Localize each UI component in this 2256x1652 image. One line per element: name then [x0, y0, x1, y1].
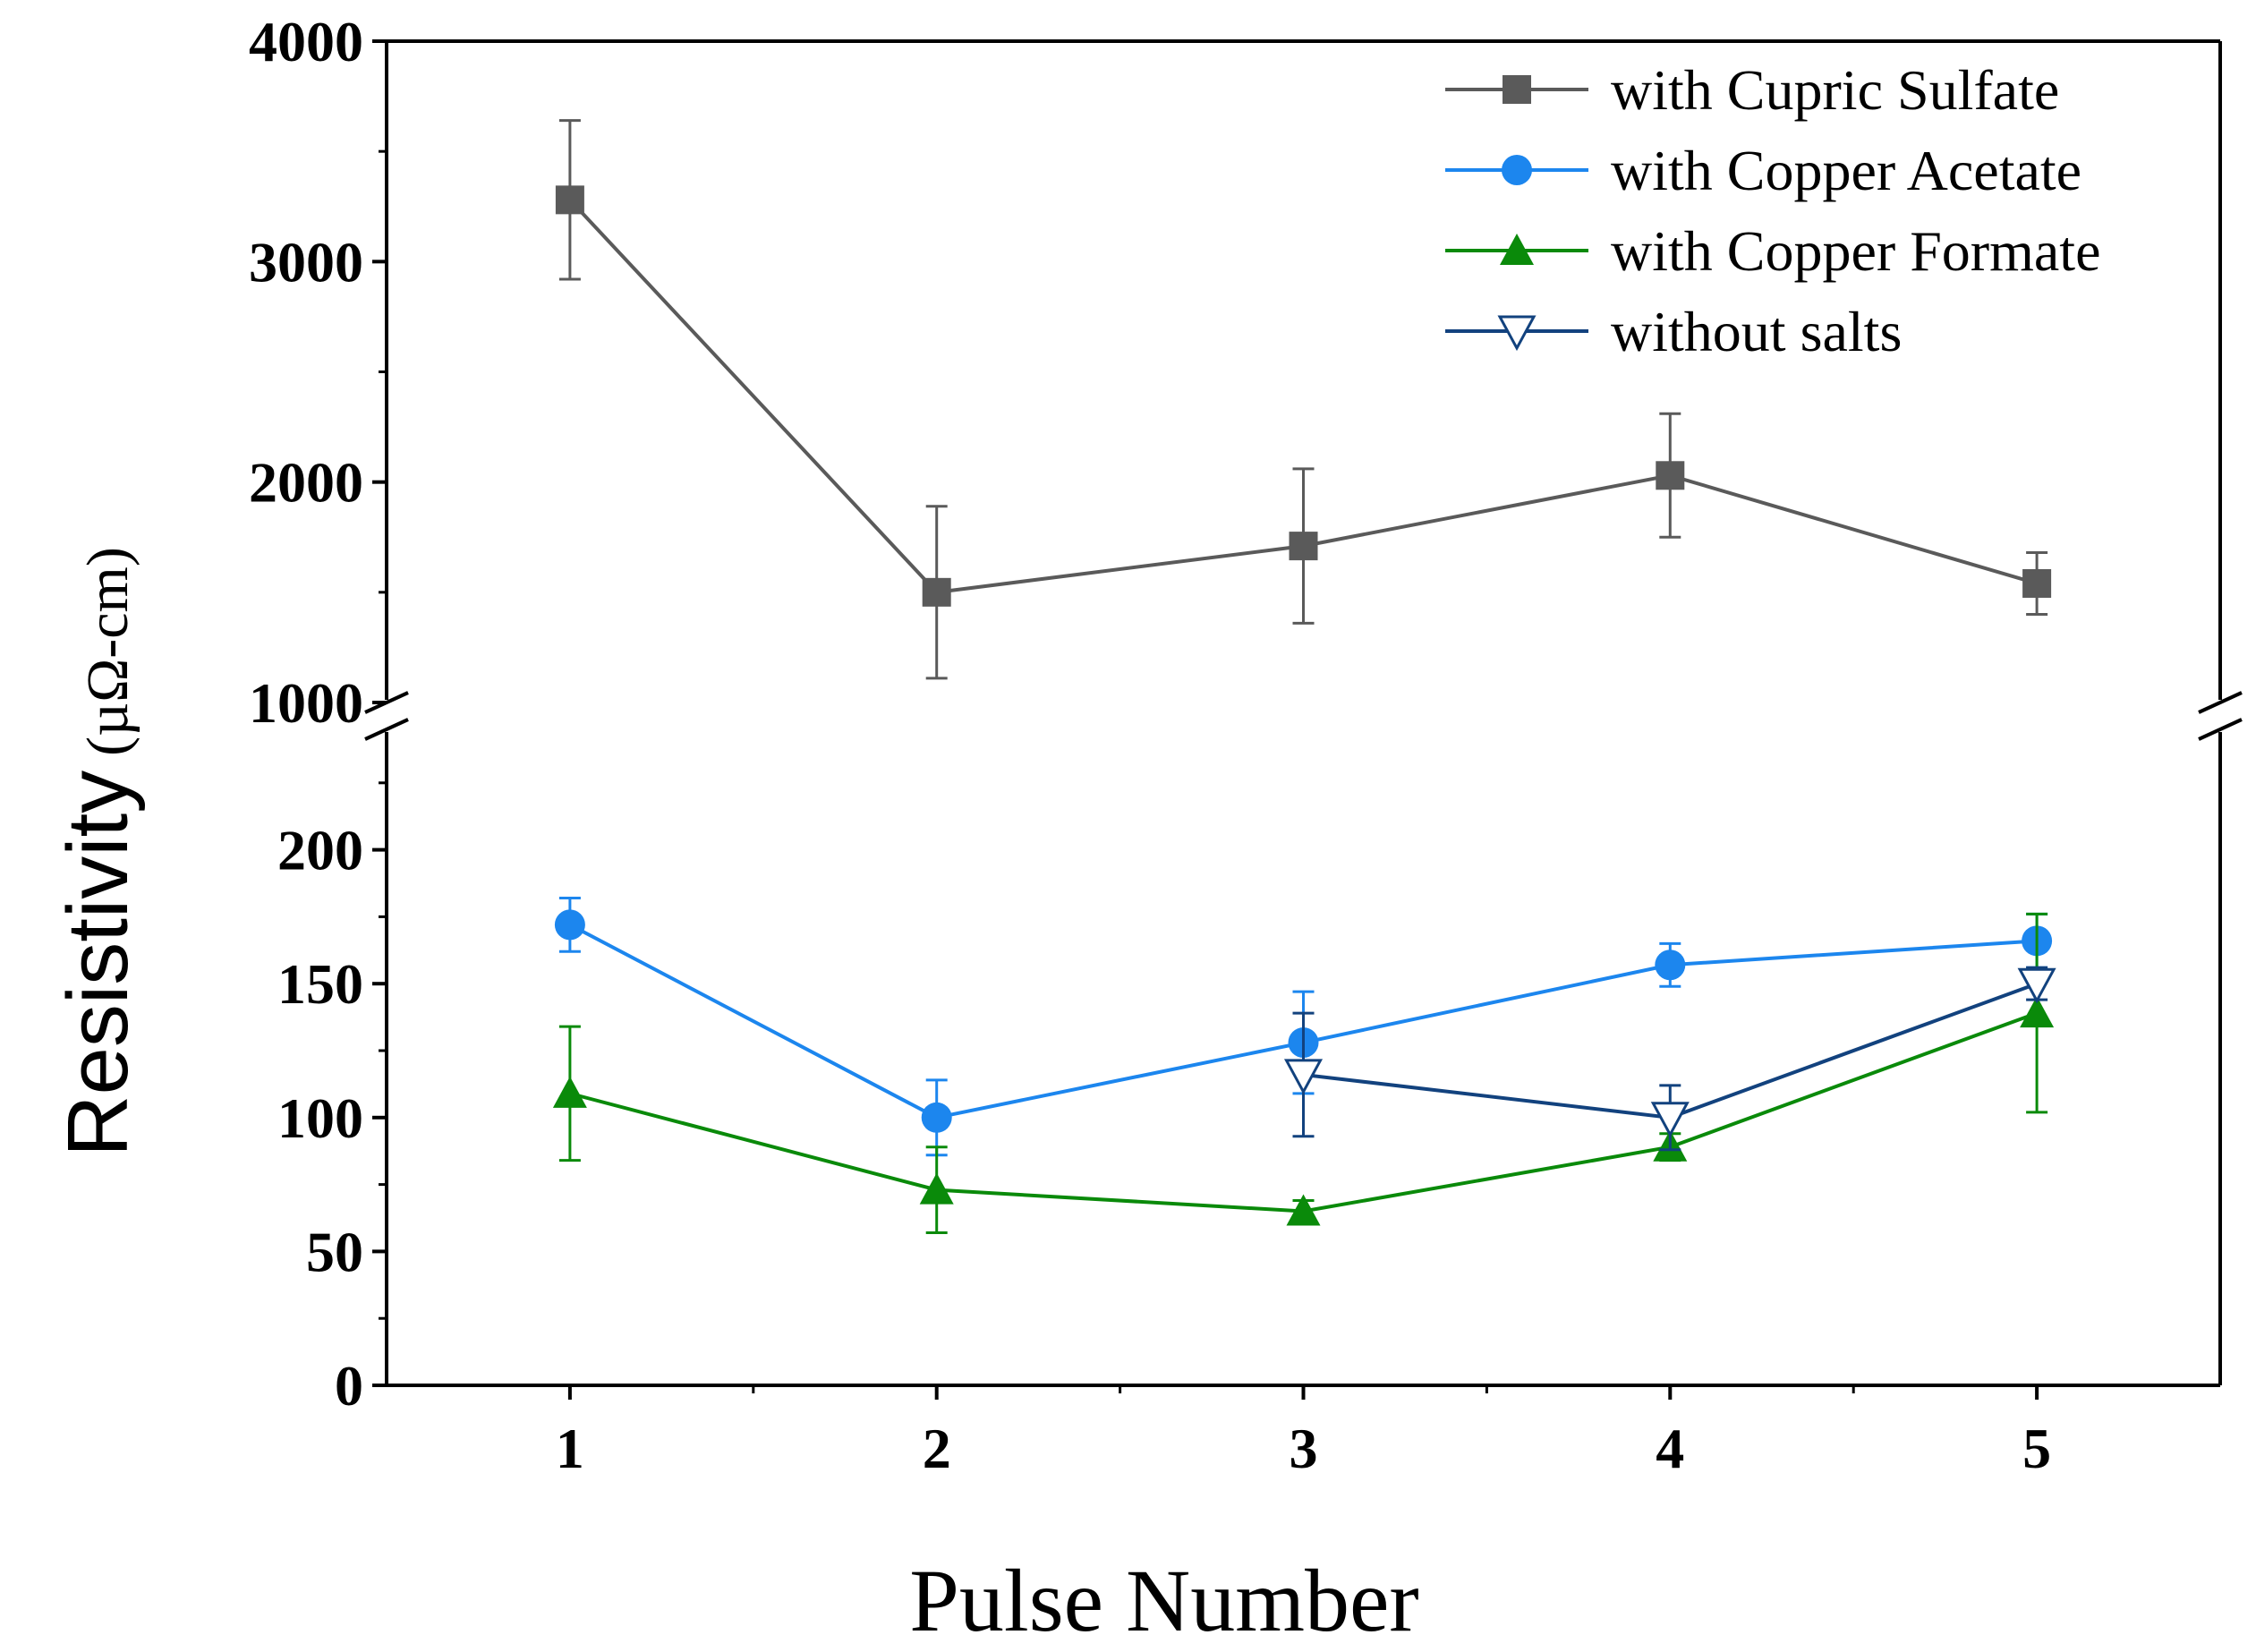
legend-label: with Copper Acetate	[1611, 139, 2081, 202]
legend-entry-1: with Copper Acetate	[1445, 139, 2081, 202]
legend-entry-0: with Cupric Sulfate	[1445, 58, 2059, 122]
legend: with Cupric Sulfate with Copper Acetate wi…	[1445, 58, 2100, 363]
series-3	[1283, 966, 2056, 1152]
data-point	[2017, 967, 2056, 1004]
data-point	[1289, 532, 1318, 561]
legend-label: with Copper Formate	[1611, 219, 2100, 283]
x-axis-title: Pulse Number	[909, 1551, 1418, 1650]
axis-break-mark-left-b	[364, 718, 409, 741]
data-point	[552, 1076, 587, 1108]
data-point	[1655, 949, 1686, 981]
tick-layer: 1000 2000 3000 4000 0 50 100 150 200 1 2 3 4 5	[249, 10, 2051, 1480]
y-tick-label: 4000	[249, 10, 363, 73]
data-point	[1286, 1194, 1321, 1226]
legend-marker	[1500, 234, 1534, 265]
data-point	[554, 909, 585, 941]
y-axis-title-unit: (µΩ-cm)	[75, 547, 140, 756]
y-tick-label: 3000	[249, 230, 363, 294]
data-point	[919, 1172, 954, 1205]
legend-entry-3: without salts	[1445, 300, 1902, 363]
data-point	[922, 577, 951, 607]
series-0	[555, 119, 2052, 680]
legend-label: with Cupric Sulfate	[1611, 58, 2059, 122]
legend-marker	[1497, 315, 1537, 352]
y-axis-title: Resistivity (µΩ-cm)	[50, 547, 146, 1157]
legend-marker	[1502, 155, 1532, 185]
legend-marker	[1503, 75, 1531, 104]
y-tick-label: 2000	[249, 451, 363, 515]
x-tick-label: 4	[1656, 1417, 1684, 1480]
x-tick-label: 1	[556, 1417, 584, 1480]
series-layer	[552, 119, 2056, 1234]
x-tick-label: 3	[1290, 1417, 1318, 1480]
data-point	[2020, 996, 2055, 1028]
data-point	[2022, 568, 2052, 598]
y-tick-label: 200	[277, 819, 363, 882]
series-2	[552, 912, 2055, 1234]
y-tick-label: 50	[306, 1220, 363, 1283]
y-tick-label: 0	[335, 1354, 363, 1418]
data-point	[1283, 1059, 1324, 1095]
data-point	[1650, 1102, 1690, 1137]
y-tick-label: 1000	[249, 671, 363, 735]
x-tick-label: 5	[2022, 1417, 2051, 1480]
y-tick-label: 150	[277, 952, 363, 1016]
axis-break-mark-right-b	[2198, 718, 2243, 741]
legend-entry-2: with Copper Formate	[1445, 219, 2100, 283]
data-point	[921, 1102, 952, 1133]
axis-break-mark-right-a	[2198, 691, 2243, 714]
data-point	[1656, 461, 1685, 490]
y-tick-label: 100	[277, 1086, 363, 1150]
y-axis-title-main: Resistivity	[50, 771, 146, 1157]
x-tick-label: 2	[923, 1417, 951, 1480]
data-point	[555, 185, 584, 215]
legend-label: without salts	[1611, 300, 1902, 363]
